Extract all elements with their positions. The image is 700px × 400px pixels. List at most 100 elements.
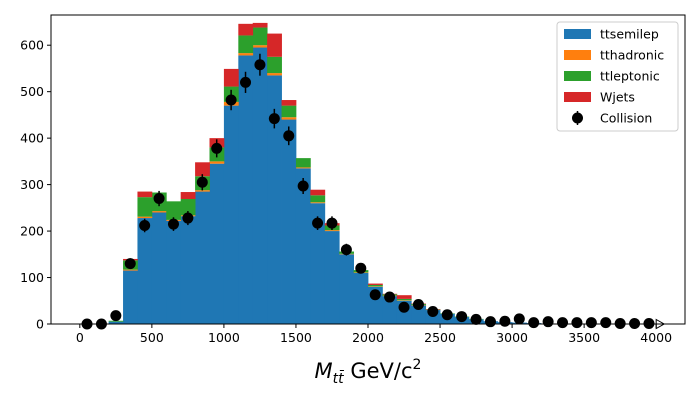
collision-point-4 — [139, 219, 151, 231]
collision-point-32 — [542, 316, 554, 328]
collision-point-29 — [499, 315, 511, 327]
bar-ttsemilep-7 — [180, 216, 196, 324]
collision-point-20 — [369, 289, 381, 301]
bar-tthadronic-9 — [209, 161, 225, 164]
x-tick-label: 0 — [76, 330, 84, 345]
x-tick-label: 3500 — [568, 330, 600, 345]
bar-ttleptonic-2 — [108, 320, 124, 322]
bar-ttsemilep-6 — [166, 220, 182, 324]
collision-point-13 — [268, 113, 280, 125]
bar-ttleptonic-22 — [396, 298, 412, 301]
bar-ttsemilep-4 — [137, 218, 153, 324]
y-tick-label: 300 — [20, 177, 44, 192]
bar-Wjets-8 — [195, 162, 210, 177]
stacked-histogram — [108, 22, 599, 325]
bar-ttsemilep-3 — [123, 270, 138, 324]
x-axis-label-subscript: tt̄ — [333, 369, 345, 387]
bar-tthadronic-12 — [252, 45, 268, 48]
bar-ttleptonic-15 — [295, 158, 311, 168]
bar-Wjets-4 — [137, 191, 153, 198]
collision-point-16 — [312, 217, 324, 229]
x-tick-label: 500 — [140, 330, 164, 345]
bar-ttleptonic-13 — [267, 56, 282, 74]
legend: ttsemilep tthadronic ttleptonic Wjets Collis… — [556, 21, 679, 132]
collision-point-10 — [225, 94, 237, 106]
bar-tthadronic-13 — [267, 73, 282, 76]
collision-point-30 — [513, 313, 525, 325]
bar-tthadronic-11 — [238, 53, 254, 56]
legend-swatch-tthadronic — [564, 50, 591, 60]
bar-ttleptonic-6 — [166, 201, 182, 220]
x-tick-label: 1000 — [208, 330, 240, 345]
bar-tthadronic-15 — [295, 167, 311, 169]
legend-label-Wjets: Wjets — [600, 90, 635, 105]
bar-tthadronic-17 — [324, 230, 340, 232]
bar-ttleptonic-4 — [137, 197, 153, 217]
collision-point-6 — [167, 218, 179, 230]
collision-point-24 — [427, 305, 439, 317]
collision-point-7 — [182, 212, 194, 224]
bar-ttsemilep-19 — [353, 272, 369, 324]
y-tick-label: 100 — [20, 270, 44, 285]
bar-Wjets-22 — [396, 295, 412, 299]
legend-swatch-ttsemilep — [564, 29, 591, 39]
legend-label-Collision: Collision — [600, 111, 652, 126]
collision-point-19 — [355, 262, 367, 274]
y-tick-label: 600 — [20, 38, 44, 53]
bar-Wjets-12 — [252, 22, 268, 28]
collision-point-15 — [297, 180, 309, 192]
collision-point-22 — [398, 301, 410, 313]
bar-ttsemilep-15 — [295, 168, 311, 324]
bar-tthadronic-14 — [281, 117, 297, 120]
legend-swatch-ttleptonic — [564, 71, 591, 81]
bar-ttsemilep-9 — [209, 163, 225, 324]
bar-Wjets-10 — [223, 68, 239, 87]
collision-point-5 — [153, 193, 165, 205]
x-tick-label: 4000 — [640, 330, 672, 345]
collision-point-18 — [340, 244, 352, 256]
collision-point-35 — [585, 317, 597, 329]
y-axis-ticks: 0 100 200 300 400 500 600 — [20, 38, 51, 332]
collision-point-12 — [254, 59, 266, 71]
collision-point-34 — [571, 317, 583, 329]
collision-point-14 — [283, 130, 295, 142]
legend-label-ttleptonic: ttleptonic — [600, 69, 660, 84]
collision-point-23 — [412, 298, 424, 310]
bar-ttleptonic-20 — [368, 284, 383, 287]
bar-ttleptonic-16 — [310, 195, 326, 203]
legend-box — [556, 21, 679, 132]
collision-point-2 — [110, 310, 122, 322]
y-tick-label: 200 — [20, 224, 44, 239]
bar-Wjets-14 — [281, 100, 297, 106]
collision-point-11 — [240, 76, 252, 88]
bar-Wjets-16 — [310, 189, 326, 196]
x-tick-label: 2500 — [424, 330, 456, 345]
y-tick-label: 500 — [20, 84, 44, 99]
bar-ttsemilep-5 — [151, 212, 167, 324]
collision-point-8 — [196, 176, 208, 188]
bar-Wjets-20 — [368, 283, 383, 285]
legend-swatch-Wjets — [564, 92, 591, 102]
x-axis-label: Mtt̄ GeV/c2 — [315, 357, 422, 387]
bar-ttsemilep-23 — [411, 305, 427, 324]
collision-point-3 — [124, 258, 136, 270]
bar-ttsemilep-10 — [223, 105, 239, 324]
bar-ttleptonic-12 — [252, 27, 268, 46]
bar-ttsemilep-16 — [310, 203, 326, 324]
collision-point-25 — [441, 309, 453, 321]
bar-ttsemilep-12 — [252, 47, 268, 325]
bar-ttsemilep-18 — [339, 254, 354, 324]
x-tick-label: 3000 — [496, 330, 528, 345]
collision-point-26 — [456, 311, 468, 323]
bar-ttsemilep-13 — [267, 75, 282, 325]
x-axis-label-superscript: 2 — [413, 357, 422, 373]
collision-point-28 — [484, 316, 496, 328]
bar-tthadronic-5 — [151, 211, 167, 213]
x-axis-ticks: 0 500 1000 1500 2000 2500 3000 3500 4000 — [76, 324, 672, 345]
collision-point-17 — [326, 217, 338, 229]
bar-tthadronic-3 — [123, 269, 138, 271]
bar-ttsemilep-14 — [281, 119, 297, 324]
y-tick-label: 400 — [20, 131, 44, 146]
bar-ttsemilep-21 — [382, 296, 398, 324]
bar-ttsemilep-2 — [108, 321, 124, 324]
